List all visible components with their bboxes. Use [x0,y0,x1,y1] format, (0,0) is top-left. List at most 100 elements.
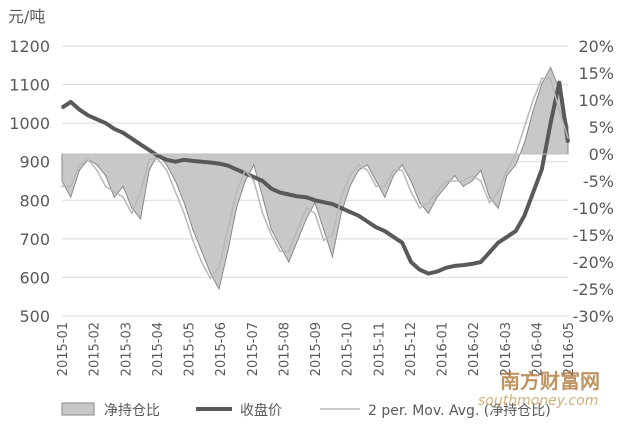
data-point-net-position [235,207,238,209]
x-tick-label: 2015-11 [372,322,387,376]
data-point-moving-average [235,191,238,193]
legend-label-moving-average: 2 per. Mov. Avg. (净持仓比) [368,403,551,419]
watermark: 南方财富网 southmoney.com [478,369,600,409]
x-tick-label: 2015-09 [309,322,324,376]
data-point-close-price [69,101,72,103]
right-tick-label: -15% [573,226,614,245]
data-point-close-price [427,272,430,275]
data-point-close-price [340,207,342,209]
data-point-moving-average [69,185,72,188]
data-point-close-price [148,149,151,151]
data-point-net-position [401,164,403,166]
data-point-close-price [506,236,508,238]
data-point-moving-average [157,158,159,161]
data-point-net-position [340,212,342,214]
data-point-close-price [410,261,412,263]
data-point-moving-average [357,164,360,166]
data-point-moving-average [349,174,351,177]
data-point-net-position [227,250,229,252]
data-point-close-price [235,168,238,171]
data-point-moving-average [322,239,325,242]
right-tick-label: -10% [573,199,614,218]
data-point-net-position [270,229,272,231]
legend-label-net-position: 净持仓比 [104,403,160,419]
x-tick-label: 2016-04 [530,322,545,376]
data-point-moving-average [165,169,168,171]
data-point-close-price [558,81,561,84]
data-point-net-position [419,202,421,204]
x-axis-ticks: 2015-01 2015-02 2015-03 2015-04 2015-05 2015-… [56,153,577,376]
data-point-net-position [253,164,255,166]
x-tick-label: 2015-10 [341,322,356,376]
data-point-close-price [174,160,177,163]
data-point-moving-average [270,234,273,236]
data-point-close-price [200,160,203,163]
right-tick-label: -25% [573,280,614,299]
data-point-close-price [541,168,543,171]
data-point-moving-average [305,207,308,209]
data-point-moving-average [183,212,185,215]
data-point-close-price [549,122,552,124]
data-point-moving-average [200,261,203,263]
data-point-net-position [471,180,473,182]
data-point-moving-average [96,169,98,171]
data-point-net-position [523,142,525,144]
data-point-close-price [139,143,142,146]
data-point-moving-average [523,126,526,128]
data-point-moving-average [113,191,116,193]
data-point-moving-average [532,99,534,101]
data-point-net-position [331,256,334,258]
data-point-moving-average [261,212,264,215]
left-axis-ticks: 1200 1100 1000 900 800 700 600 500 [9,37,50,326]
data-point-net-position [427,212,430,214]
data-point-moving-average [174,191,177,193]
left-tick-label: 1100 [9,76,50,95]
data-point-moving-average [549,77,552,80]
data-point-net-position [532,110,534,112]
x-tick-label: 2015-05 [183,322,198,376]
data-point-net-position [392,175,395,177]
data-point-moving-average [558,110,561,112]
left-tick-label: 800 [19,191,50,210]
data-point-moving-average [366,169,369,171]
data-point-moving-average [296,228,299,231]
data-point-net-position [209,272,211,274]
data-point-moving-average [497,191,500,193]
data-point-close-price [218,162,220,165]
watermark-name: 南方财富网 [500,369,600,393]
data-point-close-price [497,241,500,244]
x-tick-label: 2015-01 [56,322,71,376]
data-point-moving-average [104,185,107,188]
data-point-net-position [375,180,377,182]
data-point-close-price [87,114,89,117]
x-tick-label: 2016-01 [436,322,451,376]
data-point-net-position [462,185,464,187]
data-point-net-position [410,180,412,182]
data-point-moving-average [392,169,395,171]
right-tick-label: 20% [578,37,614,56]
data-point-net-position [541,83,543,85]
data-point-net-position [279,245,281,247]
data-point-net-position [122,185,124,187]
data-point-close-price [270,187,273,190]
x-tick-label: 2015-07 [246,322,261,376]
data-point-moving-average [453,180,456,182]
data-point-net-position [61,180,63,182]
data-point-close-price [322,201,325,204]
data-point-moving-average [87,158,89,161]
data-point-moving-average [427,201,430,204]
data-point-close-price [383,230,386,232]
x-tick-label: 2015-04 [151,322,166,376]
right-tick-label: 5% [589,118,614,137]
data-point-net-position [436,196,438,198]
right-tick-label: -20% [573,253,614,272]
data-point-close-price [165,158,168,161]
data-point-moving-average [410,191,412,193]
data-point-close-price [514,230,517,232]
data-point-net-position [139,218,142,220]
data-point-net-position [148,169,150,171]
data-point-close-price [453,265,456,267]
left-tick-label: 600 [19,268,50,287]
data-point-moving-average [226,228,229,231]
